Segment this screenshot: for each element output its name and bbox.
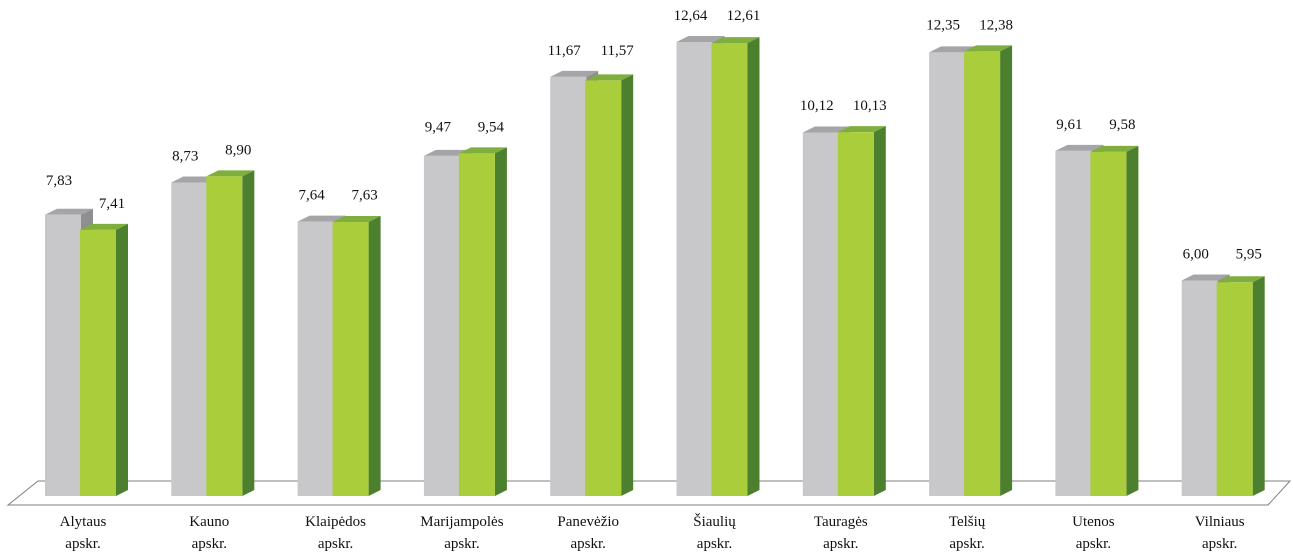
bar-series1-8-top [1055,144,1104,151]
bar-series2-2 [332,215,381,496]
bar-series2-8-front [1090,151,1127,496]
data-label-series1-1: 8,73 [172,148,198,164]
data-label-series2-5: 12,61 [727,8,761,24]
bar-series2-8-side [1126,145,1139,496]
bar-series2-2-top [332,215,381,222]
category-label-7: Telšių apskr. [949,514,986,552]
bar-series2-6-front [837,132,874,496]
data-label-series1-6: 10,12 [800,98,834,114]
bar-series2-1-side [242,170,255,496]
data-label-series2-1: 8,90 [225,142,251,158]
bar-series2-1 [206,170,255,496]
bar-series2-4-front [585,80,622,497]
bar-series2-6 [837,126,886,497]
bar-series1-6-front [802,132,839,496]
bars [45,36,1265,497]
data-label-series1-4: 11,67 [548,43,582,59]
bar-series2-4-side [621,74,634,497]
bar-series2-2-front [332,221,369,496]
bar-series2-4 [585,74,634,497]
data-label-series1-7: 12,35 [926,17,960,33]
bar-series1-9-top [1181,274,1230,281]
category-label-4: Panevėžio apskr. [557,514,619,552]
category-label-0: Alytaus apskr. [60,514,107,552]
data-label-series1-0: 7,83 [46,173,72,189]
category-label-5: Šiaulių apskr. [693,513,736,552]
floor-plane [6,480,1292,506]
bar-series2-9-top [1216,276,1265,283]
bar-series2-9-side [1252,276,1265,496]
bar-series1-9 [1181,274,1230,496]
bar-series1-2-front [297,221,334,496]
category-label-9: Vilniaus apskr. [1195,514,1245,552]
bar-series2-1-top [206,170,255,177]
bar-series2-3-front [458,153,495,496]
chart-floor [6,480,1292,506]
bar-series1-1-front [171,182,208,496]
bar-series2-4-top [585,74,634,81]
bar-series1-0-front [45,214,81,497]
bar-series2-6-top [837,126,886,133]
bar-series2-2-side [368,215,381,496]
bar-series2-8 [1090,145,1139,496]
data-label-series1-5: 12,64 [674,8,708,24]
data-labels: 7,83 7,41 8,73 8,90 7,64 7,63 9,47 9,54 11,67 11,… [46,8,1262,262]
data-label-series2-8: 9,58 [1109,117,1135,133]
data-label-series2-9: 5,95 [1236,246,1262,262]
data-label-series2-4: 11,57 [601,43,635,59]
category-labels: Alytaus apskr. Kauno apskr. Klaipėdos apskr. M… [60,513,1245,552]
data-label-series1-3: 9,47 [425,119,452,135]
data-label-series1-8: 9,61 [1056,117,1082,133]
bar-series1-5-front [676,42,713,496]
category-label-3: Marijampolės apskr. [420,514,503,552]
data-label-series1-9: 6,00 [1183,246,1209,262]
category-label-8: Utenos apskr. [1072,514,1115,552]
bar-series2-3-side [494,147,507,496]
bar-series2-6-side [873,126,886,497]
bar-series1-6-top [802,126,851,133]
bar-series1-3-front [423,155,460,496]
bar-series2-3-top [458,147,507,154]
bar-series2-7-side [1000,45,1013,496]
bar-series2-0-front [80,229,116,497]
bar-series1-0-top [45,208,93,215]
bar-series2-0-side [116,223,128,497]
bar-series1-2-top [297,215,346,222]
bar-series2-3 [458,147,507,496]
bar-series1-8-front [1055,150,1092,497]
bar-series2-8-top [1090,145,1139,152]
data-label-series2-2: 7,63 [351,188,377,204]
bar-series2-7 [964,45,1013,496]
data-label-series1-2: 7,64 [298,188,325,204]
bar-series2-1-front [206,176,243,496]
bar-series2-0-top [80,223,128,230]
data-label-series2-6: 10,13 [853,98,887,114]
category-label-6: Tauragės apskr. [814,514,868,552]
bar-series2-7-top [964,45,1013,52]
data-label-series2-0: 7,41 [99,196,125,212]
data-label-series2-7: 12,38 [979,17,1013,33]
bar-series1-5-top [676,36,725,42]
bar-series1-9-front [1181,280,1218,496]
bar-series2-5-front [711,43,748,497]
bar-series2-9-front [1216,282,1253,496]
bar-series1-7-front [929,52,966,496]
bar-series1-4-top [550,70,599,77]
data-label-series2-3: 9,54 [478,119,505,135]
bar-series2-5-top [711,37,760,44]
category-label-2: Klaipėdos apskr. [305,514,366,552]
bar-series1-4-front [550,76,587,497]
bar-series2-0 [80,223,128,497]
bar-series2-5-side [747,37,760,497]
category-label-1: Kauno apskr. [189,514,229,552]
bar-series2-9 [1216,276,1265,496]
bar-series2-5 [711,37,760,497]
bar-series2-7-front [964,51,1001,496]
